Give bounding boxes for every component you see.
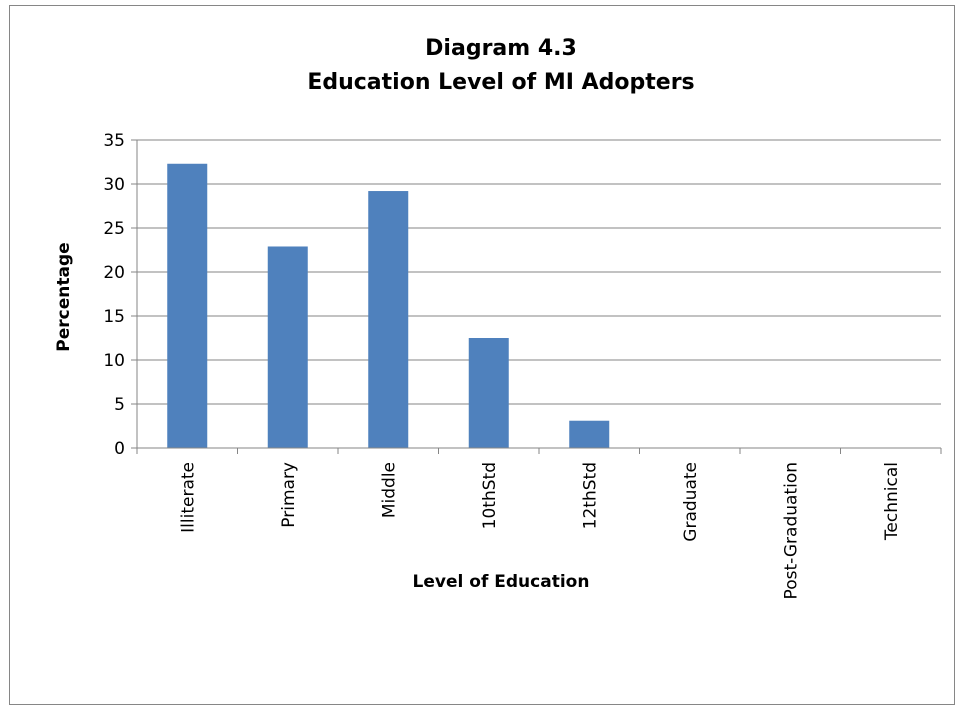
chart-title-line1: Diagram 4.3 [425, 36, 577, 61]
y-tick-label-10: 10 [103, 351, 125, 371]
y-tick-labels: 0 5 10 15 20 25 30 35 [103, 131, 125, 459]
bar-illiterate [167, 163, 208, 448]
x-axis-title: Level of Education [413, 572, 590, 592]
chart-title-line2: Education Level of MI Adopters [307, 70, 694, 95]
x-label-technical: Technical [882, 462, 902, 541]
x-label-middle: Middle [379, 462, 399, 518]
y-tick-label-35: 35 [103, 131, 125, 151]
x-category-labels: Illiterate Primary Middle 10thStd 12thStd Gra… [178, 462, 902, 599]
x-label-post-graduation: Post-Graduation [781, 462, 801, 599]
gridlines [137, 139, 941, 405]
x-label-illiterate: Illiterate [178, 462, 198, 533]
x-label-primary: Primary [279, 462, 299, 528]
bar-chart: Diagram 4.3 Education Level of MI Adopte… [54, 36, 942, 599]
axes [131, 139, 942, 454]
y-tick-label-25: 25 [103, 219, 125, 239]
y-tick-label-5: 5 [114, 395, 125, 415]
x-label-10thstd: 10thStd [480, 462, 500, 529]
chart-frame: Diagram 4.3 Education Level of MI Adopte… [9, 5, 955, 705]
bar-middle [368, 191, 409, 449]
y-tick-label-0: 0 [114, 439, 125, 459]
bars [167, 163, 610, 449]
y-tick-label-15: 15 [103, 307, 125, 327]
x-label-graduate: Graduate [681, 462, 701, 542]
y-axis-title: Percentage [54, 242, 74, 351]
bar-10thstd [468, 338, 509, 448]
x-label-12thstd: 12thStd [580, 462, 600, 529]
bar-12thstd [569, 420, 610, 448]
y-tick-label-20: 20 [103, 263, 125, 283]
y-tick-label-30: 30 [103, 175, 125, 195]
bar-primary [267, 246, 308, 448]
